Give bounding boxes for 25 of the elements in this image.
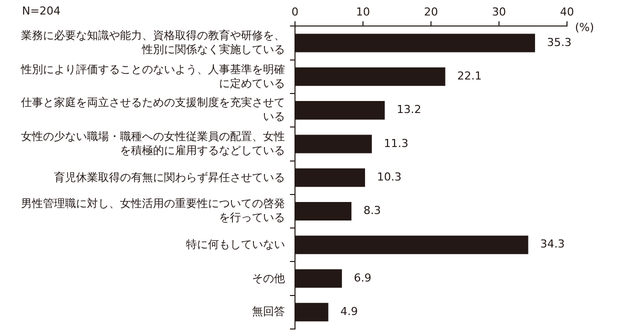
text: N=204: [22, 4, 60, 18]
data-label: 22.1: [457, 70, 482, 83]
x-tick-label: 40: [560, 5, 574, 18]
data-label: 10.3: [377, 170, 402, 184]
y-tick-label: 無回答: [251, 305, 285, 320]
data-label: 35.3: [547, 36, 572, 49]
y-tick-label: 特に何もしていない: [185, 238, 285, 252]
data-label: 11.3: [384, 136, 408, 150]
data-label: 34.3: [540, 238, 565, 251]
y-tick-label: 性別により評価することのないよう、人事基準を明確に定めている: [20, 62, 285, 91]
x-tick-label: 0: [292, 5, 298, 18]
y-tick-label: その他: [251, 272, 285, 286]
x-tick-label: 20: [424, 5, 438, 18]
x-axis-title: (%): [575, 21, 594, 34]
y-tick-label: 女性の少ない職場・職種への女性従業員の配置、女性を積極的に雇用するなどしている: [20, 130, 285, 158]
y-tick-label: 男性管理職に対し、女性活用の重要性についての啓発を行っている: [20, 197, 285, 226]
data-label: 6.9: [354, 271, 372, 284]
y-tick-label: 仕事と家庭を両立させるための支援制度を充実させている: [20, 96, 285, 124]
x-tick-label: 10: [356, 5, 370, 18]
y-tick-label: 育児休業取得の有無に関わらず昇任させている: [53, 170, 285, 185]
data-label: 8.3: [363, 204, 381, 218]
y-tick-label: 業務に必要な知識や能力、資格取得の教育や研修を、性別に関係なく実施している: [20, 29, 285, 58]
data-label: 13.2: [396, 103, 422, 116]
data-label: 4.9: [340, 305, 358, 318]
x-tick-label: 30: [492, 5, 506, 18]
